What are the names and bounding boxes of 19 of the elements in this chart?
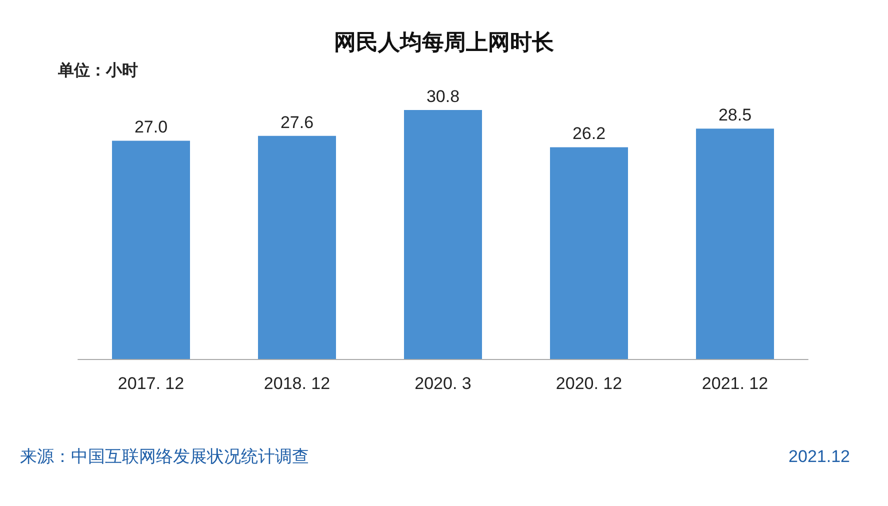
x-tick-label: 2021. 12 [702, 374, 768, 393]
x-tick-label: 2020. 3 [414, 374, 472, 393]
text: 2021.12 [788, 447, 850, 466]
data-label: 28.5 [718, 106, 752, 125]
bar [112, 140, 190, 359]
bar [696, 128, 774, 359]
chart-title: 网民人均每周上网时长 [334, 30, 555, 54]
bar [550, 147, 628, 359]
data-label: 26.2 [572, 124, 606, 144]
data-label: 27.0 [134, 118, 168, 137]
source-note: 来源：中国互联网络发展状况统计调查 [20, 447, 309, 466]
x-tick-label: 2018. 12 [264, 374, 330, 393]
x-tick-label: 2017. 12 [118, 374, 184, 393]
x-tick-label: 2020. 12 [556, 374, 622, 393]
text: 单位：小时 [57, 62, 138, 80]
data-label: 30.8 [426, 87, 460, 106]
bar [404, 110, 482, 359]
bar [258, 136, 336, 359]
data-label: 27.6 [280, 112, 314, 132]
